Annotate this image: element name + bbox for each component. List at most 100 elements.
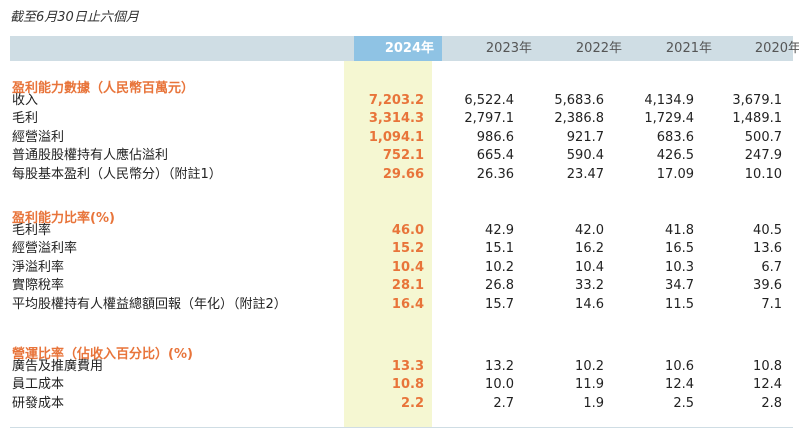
header-year-2020: 2020年 [754, 41, 799, 56]
table-row: 廣告及推廣費用 13.3 13.2 10.2 10.6 10.8 [0, 358, 799, 376]
table-cell: 247.9 [744, 148, 782, 164]
table-cell: 41.8 [665, 223, 694, 238]
table-cell: 33.2 [575, 278, 604, 294]
table-row: 員工成本 10.8 10.0 11.9 12.4 12.4 [0, 376, 799, 394]
cell-current-year: 752.1 [382, 148, 424, 164]
header-year-2024: 2024年 [384, 41, 434, 56]
table-cell: 42.9 [485, 223, 514, 238]
section-title: 盈利能力數據（人民幣百萬元） [12, 81, 195, 96]
table-cell: 42.0 [575, 223, 604, 238]
row-label: 收入 [12, 93, 39, 108]
header-year-2021: 2021年 [665, 41, 712, 56]
table-cell: 12.4 [753, 377, 782, 393]
section-title: 營運比率（佔收入百分比）(%) [12, 347, 193, 362]
row-label: 淨溢利率 [12, 259, 65, 275]
table-cell: 23.47 [566, 166, 604, 182]
cell-current-year: 46.0 [391, 223, 424, 238]
table-cell: 4,134.9 [644, 93, 694, 108]
table-cell: 13.6 [753, 241, 782, 257]
row-label: 經營溢利 [12, 129, 65, 145]
table-cell: 40.5 [753, 223, 782, 238]
row-label: 毛利 [12, 111, 39, 127]
table-cell: 665.4 [476, 148, 514, 164]
row-label: 平均股權持有人權益總額回報（年化）（附註2） [12, 296, 287, 312]
table-row: 收入 7,203.2 6,522.4 5,683.6 4,134.9 3,679.1 [0, 92, 799, 110]
row-label: 毛利率 [12, 223, 52, 238]
cell-current-year: 29.66 [382, 166, 424, 182]
table-cell: 1,489.1 [732, 111, 782, 127]
cell-current-year: 16.4 [391, 296, 424, 312]
table-cell: 5,683.6 [554, 93, 604, 108]
table-cell: 500.7 [744, 129, 782, 145]
table-row: 每股基本盈利（人民幣分）（附註1） 29.66 26.36 23.47 17.09 10.… [0, 166, 799, 184]
cell-current-year: 13.3 [391, 359, 424, 374]
table-cell: 921.7 [566, 129, 604, 145]
table-cell: 10.0 [485, 377, 514, 393]
table-row: 研發成本 2.2 2.7 1.9 2.5 2.8 [0, 395, 799, 413]
table-cell: 15.7 [485, 296, 514, 312]
table-cell: 426.5 [656, 148, 694, 164]
table-cell: 10.4 [575, 259, 604, 275]
table-cell: 2.7 [493, 395, 514, 411]
page-title: 截至6月30日止六個月 [10, 10, 139, 25]
bottom-rule [10, 427, 793, 428]
table-cell: 6,522.4 [464, 93, 514, 108]
table-cell: 10.8 [753, 359, 782, 374]
table-cell: 6.7 [761, 259, 782, 275]
table-cell: 16.2 [575, 241, 604, 257]
table-cell: 10.3 [665, 259, 694, 275]
table-row: 毛利 3,314.3 2,797.1 2,386.8 1,729.4 1,489.1 [0, 110, 799, 128]
cell-current-year: 3,314.3 [368, 111, 424, 127]
table-header: 2024年 2023年 2022年 2021年 2020年 [10, 36, 799, 61]
table-cell: 2.8 [761, 395, 782, 411]
table-row: 經營溢利 1,094.1 986.6 921.7 683.6 500.7 [0, 129, 799, 147]
cell-current-year: 2.2 [400, 395, 424, 411]
table-cell: 12.4 [665, 377, 694, 393]
current-year-highlight [344, 36, 432, 428]
table-cell: 26.36 [476, 166, 514, 182]
table-cell: 2,386.8 [554, 111, 604, 127]
header-year-2023: 2023年 [485, 41, 532, 56]
header-current-year: 2024年 [354, 36, 442, 61]
row-label: 研發成本 [12, 395, 65, 411]
header-year-2022: 2022年 [575, 41, 622, 56]
table-cell: 13.2 [485, 359, 514, 374]
table-row: 淨溢利率 10.4 10.2 10.4 10.3 6.7 [0, 259, 799, 277]
cell-current-year: 7,203.2 [368, 93, 424, 108]
row-label: 實際稅率 [12, 278, 65, 294]
cell-current-year: 28.1 [391, 278, 424, 294]
table-cell: 17.09 [656, 166, 694, 182]
table-row: 經營溢利率 15.2 15.1 16.2 16.5 13.6 [0, 240, 799, 258]
table-cell: 986.6 [476, 129, 514, 145]
row-label: 普通股股權持有人應佔溢利 [12, 148, 169, 164]
table-cell: 1,729.4 [644, 111, 694, 127]
table-cell: 683.6 [656, 129, 694, 145]
cell-current-year: 1,094.1 [368, 129, 424, 145]
table-cell: 11.5 [665, 296, 694, 312]
row-label: 廣告及推廣費用 [12, 359, 104, 374]
row-label: 經營溢利率 [12, 241, 78, 257]
table-cell: 10.2 [485, 259, 514, 275]
table-cell: 1.9 [583, 395, 604, 411]
cell-current-year: 10.4 [391, 259, 424, 275]
table-row: 普通股股權持有人應佔溢利 752.1 665.4 590.4 426.5 247.9 [0, 147, 799, 165]
table-cell: 2.5 [673, 395, 694, 411]
table-cell: 34.7 [665, 278, 694, 294]
row-label: 每股基本盈利（人民幣分）（附註1） [12, 166, 222, 182]
cell-current-year: 15.2 [391, 241, 424, 257]
table-cell: 10.2 [575, 359, 604, 374]
table-cell: 590.4 [566, 148, 604, 164]
table-cell: 11.9 [575, 377, 604, 393]
row-label: 員工成本 [12, 377, 65, 393]
table-cell: 10.10 [744, 166, 782, 182]
table-cell: 14.6 [575, 296, 604, 312]
table-cell: 15.1 [485, 241, 514, 257]
table-cell: 3,679.1 [732, 93, 782, 108]
section-title: 盈利能力比率(%) [12, 211, 115, 226]
table-row: 平均股權持有人權益總額回報（年化）（附註2） 16.4 15.7 14.6 11.5 7.… [0, 296, 799, 314]
table-cell: 10.6 [665, 359, 694, 374]
table-cell: 39.6 [753, 278, 782, 294]
table-row: 實際稅率 28.1 26.8 33.2 34.7 39.6 [0, 277, 799, 295]
table-cell: 7.1 [761, 296, 782, 312]
table-cell: 2,797.1 [464, 111, 514, 127]
